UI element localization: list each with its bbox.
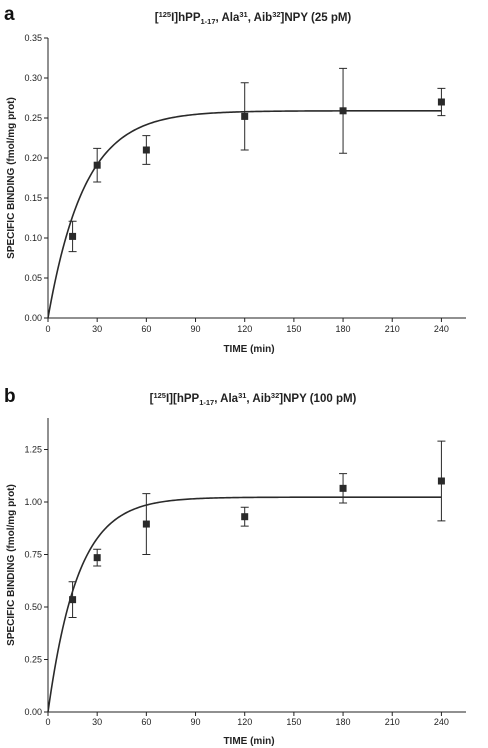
y-tick-label: 0.00 <box>24 707 42 717</box>
y-tick-label: 0.25 <box>24 113 42 123</box>
y-tick-label: 0.50 <box>24 602 42 612</box>
x-tick-label: 150 <box>286 717 301 727</box>
data-point <box>93 161 101 169</box>
y-axis-label: SPECIFIC BINDING (fmol/mg prot) <box>6 484 17 646</box>
fit-curve <box>47 496 442 713</box>
data-point <box>339 107 347 115</box>
x-tick-label: 120 <box>237 324 252 334</box>
data-point <box>437 477 445 485</box>
x-tick-label: 90 <box>191 717 201 727</box>
data-point <box>142 146 150 154</box>
y-tick-label: 0.20 <box>24 153 42 163</box>
data-point <box>241 112 249 120</box>
data-point <box>93 554 101 562</box>
y-tick-label: 0.10 <box>24 233 42 243</box>
y-tick-label: 0.35 <box>24 33 42 43</box>
chart-panel-a: a [125​I]hPP1-17​, Ala31​, Aib32​]NPY (25… <box>4 4 466 355</box>
x-tick-label: 210 <box>385 324 400 334</box>
x-tick-label: 60 <box>141 717 151 727</box>
x-tick-label: 0 <box>45 717 50 727</box>
x-tick-label: 240 <box>434 324 449 334</box>
x-tick-label: 0 <box>45 324 50 334</box>
data-point <box>241 513 249 521</box>
chart-title: [125​I][hPP1-17​, Ala31​, Aib32​]NPY (10… <box>150 391 357 407</box>
chart-panel-b: b [125​I][hPP1-17​, Ala31​, Aib32​]NPY (1… <box>4 386 466 747</box>
x-axis-label: TIME (min) <box>223 344 274 355</box>
x-tick-label: 240 <box>434 717 449 727</box>
data-point <box>437 98 445 106</box>
panel-letter: a <box>4 4 15 25</box>
y-tick-label: 0.30 <box>24 73 42 83</box>
y-tick-label: 1.25 <box>24 445 42 455</box>
y-tick-label: 0.75 <box>24 550 42 560</box>
x-tick-label: 90 <box>191 324 201 334</box>
y-tick-label: 0.05 <box>24 273 42 283</box>
panel-letter: b <box>4 386 16 407</box>
data-point <box>69 232 77 240</box>
y-tick-label: 0.00 <box>24 313 42 323</box>
x-tick-label: 210 <box>385 717 400 727</box>
x-axis-label: TIME (min) <box>223 736 274 747</box>
x-tick-label: 180 <box>336 324 351 334</box>
y-tick-label: 0.15 <box>24 193 42 203</box>
data-point <box>339 484 347 492</box>
data-point <box>142 520 150 528</box>
x-tick-label: 30 <box>92 717 102 727</box>
x-tick-label: 60 <box>141 324 151 334</box>
data-point <box>69 596 77 604</box>
chart-title: [125​I]hPP1-17​, Ala31​, Aib32​]NPY (25 … <box>155 10 352 26</box>
y-tick-label: 1.00 <box>24 497 42 507</box>
x-tick-label: 180 <box>336 717 351 727</box>
x-tick-label: 120 <box>237 717 252 727</box>
y-axis-label: SPECIFIC BINDING (fmol/mg prot) <box>6 97 17 259</box>
x-tick-label: 150 <box>286 324 301 334</box>
x-tick-label: 30 <box>92 324 102 334</box>
y-tick-label: 0.25 <box>24 655 42 665</box>
